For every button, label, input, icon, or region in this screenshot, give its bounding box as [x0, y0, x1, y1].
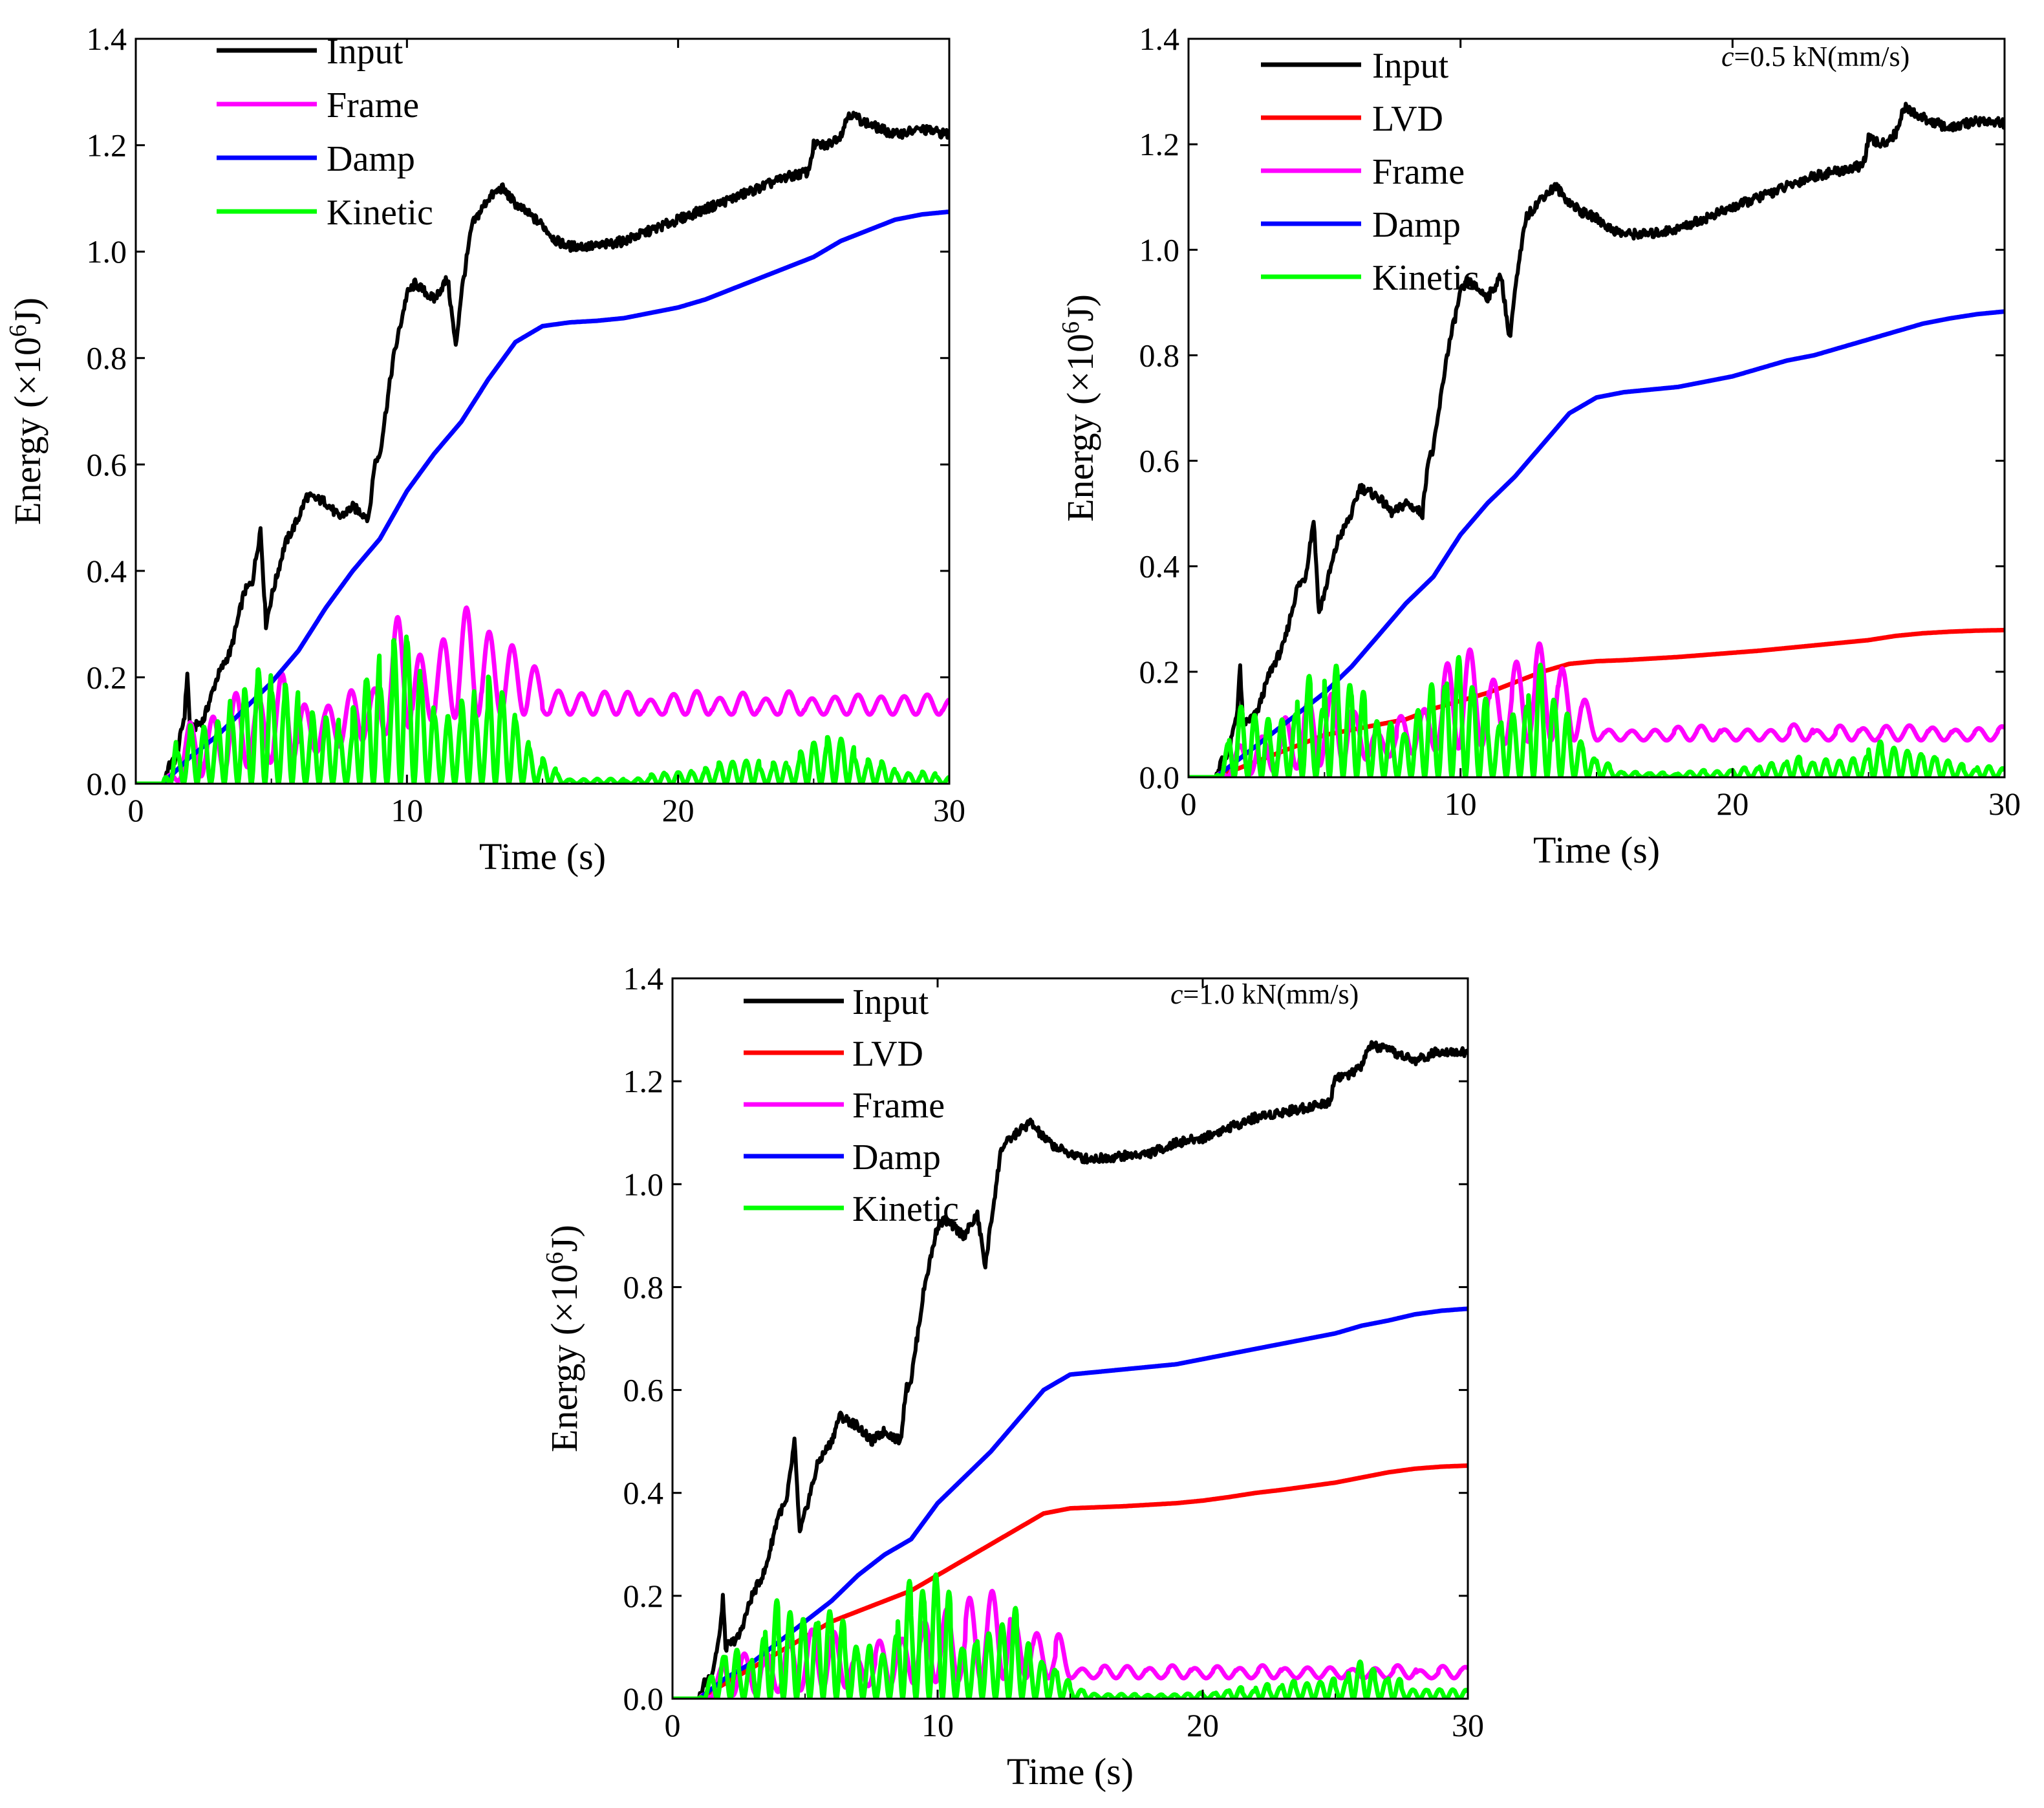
legend-label-kinetic: Kinetic: [1372, 258, 1479, 298]
x-tick-label: 0: [128, 792, 144, 828]
y-axis-label-tail: J): [543, 1225, 585, 1252]
x-tick-label: 20: [1187, 1707, 1219, 1743]
y-tick-label: 1.4: [623, 960, 664, 996]
y-tick-label: 1.2: [623, 1063, 664, 1099]
panel-c-1-0: 0 10 20 30 0.0 0.2 0.4 0.6 0.8 1.0 1.2 1.4 Time (s) E…: [541, 960, 1484, 1792]
damping-coefficient-value: =0.5 kN(mm/s): [1734, 41, 1910, 72]
damping-coefficient-symbol: c: [1170, 978, 1183, 1010]
x-tick-label: 10: [391, 792, 423, 828]
y-tick-label: 0.2: [623, 1578, 664, 1614]
y-tick-label: 0.0: [87, 766, 127, 802]
series-line-frame: [136, 605, 949, 784]
series-group: [136, 111, 949, 784]
y-tick-label: 1.0: [1139, 231, 1180, 268]
series-line-input: [136, 111, 949, 784]
y-tick-label: 0.4: [87, 553, 127, 589]
legend: Input LVD Frame Damp Kinetic: [1261, 46, 1479, 298]
x-axis-label: Time (s): [1533, 829, 1660, 871]
x-tick-label: 10: [921, 1707, 954, 1743]
x-axis-label: Time (s): [1007, 1750, 1134, 1792]
legend-label-input: Input: [852, 982, 929, 1022]
y-tick-label: 0.8: [623, 1269, 664, 1305]
damping-coefficient-symbol: c: [1721, 41, 1734, 72]
y-tick-label: 0.0: [623, 1681, 664, 1717]
y-tick-label: 0.6: [87, 446, 127, 482]
x-tick-label: 0: [665, 1707, 681, 1743]
y-tick-label: 0.2: [87, 659, 127, 695]
x-axis-label: Time (s): [479, 835, 606, 877]
y-tick-label: 1.2: [1139, 126, 1180, 162]
y-axis-label-tail: J): [6, 297, 48, 325]
series-line-input: [672, 1040, 1468, 1699]
y-tick-label: 1.0: [87, 233, 127, 270]
y-axis-label-tail: J): [1059, 294, 1101, 321]
series-line-kinetic: [136, 634, 949, 784]
damping-coefficient-label: c=0.5 kN(mm/s): [1721, 41, 1910, 72]
plot-frame: [1187, 38, 2006, 779]
legend: Input LVD Frame Damp Kinetic: [744, 982, 959, 1229]
y-tick-label: 1.4: [1139, 21, 1180, 57]
series-line-frame: [1189, 641, 2005, 777]
legend-label-lvd: LVD: [852, 1034, 923, 1074]
y-tick-label: 0.4: [623, 1475, 664, 1511]
y-tick-label: 0.0: [1139, 759, 1180, 795]
legend-label-damp: Damp: [852, 1137, 941, 1178]
panel-c-0-5: 0 10 20 30 0.0 0.2 0.4 0.6 0.8 1.0 1.2 1.4 Time (s) E…: [1057, 21, 2021, 871]
legend-label-frame: Frame: [852, 1086, 945, 1126]
panel-no-damper: 0 10 20 30 0.0 0.2 0.4 0.6 0.8 1.0 1.2 1.4 Time (s) E…: [5, 21, 965, 877]
series-line-input: [1189, 102, 2005, 777]
y-tick-label: 0.4: [1139, 548, 1180, 585]
x-tick-label: 30: [1988, 786, 2021, 822]
legend-label-lvd: LVD: [1372, 99, 1443, 139]
legend: Input Frame Damp Kinetic: [217, 32, 433, 233]
x-tick-label: 30: [1452, 1707, 1484, 1743]
y-axis-label-main: Energy (×10: [6, 337, 48, 525]
y-axis-label-main: Energy (×10: [1059, 334, 1101, 522]
x-tick-label: 30: [933, 792, 965, 828]
y-tick-label: 1.0: [623, 1166, 664, 1202]
y-axis-label: Energy (×106J): [5, 297, 48, 525]
y-tick-label: 1.2: [87, 127, 127, 164]
y-axis-label: Energy (×106J): [1057, 294, 1101, 522]
y-tick-label: 0.2: [1139, 654, 1180, 690]
x-tick-label: 0: [1181, 786, 1197, 822]
legend-label-damp: Damp: [1372, 205, 1461, 245]
legend-label-kinetic: Kinetic: [327, 193, 433, 233]
damping-coefficient-label: c=1.0 kN(mm/s): [1170, 978, 1359, 1010]
y-axis-label: Energy (×106J): [541, 1225, 585, 1452]
legend-label-input: Input: [1372, 46, 1449, 86]
legend-label-input: Input: [327, 32, 403, 72]
damping-coefficient-value: =1.0 kN(mm/s): [1183, 978, 1359, 1010]
y-axis-label-main: Energy (×10: [543, 1264, 585, 1452]
y-axis-label-sup: 6: [5, 325, 32, 337]
x-tick-label: 10: [1445, 786, 1477, 822]
legend-label-frame: Frame: [1372, 152, 1465, 192]
x-tick-label: 20: [1716, 786, 1748, 822]
y-tick-label: 0.6: [623, 1372, 664, 1408]
legend-label-kinetic: Kinetic: [852, 1189, 959, 1229]
series-group: [672, 1040, 1468, 1699]
x-tick-label: 20: [662, 792, 694, 828]
legend-label-damp: Damp: [327, 139, 415, 179]
y-axis-label-sup: 6: [541, 1252, 568, 1264]
y-tick-label: 1.4: [87, 21, 127, 57]
series-line-kinetic: [672, 1572, 1468, 1699]
y-tick-label: 0.6: [1139, 443, 1180, 479]
y-tick-label: 0.8: [87, 340, 127, 376]
plot-frame: [671, 977, 1469, 1700]
series-line-kinetic: [1189, 654, 2005, 777]
series-group: [1189, 102, 2005, 777]
y-axis-label-sup: 6: [1057, 321, 1084, 334]
legend-label-frame: Frame: [327, 85, 419, 125]
y-tick-label: 0.8: [1139, 337, 1180, 373]
